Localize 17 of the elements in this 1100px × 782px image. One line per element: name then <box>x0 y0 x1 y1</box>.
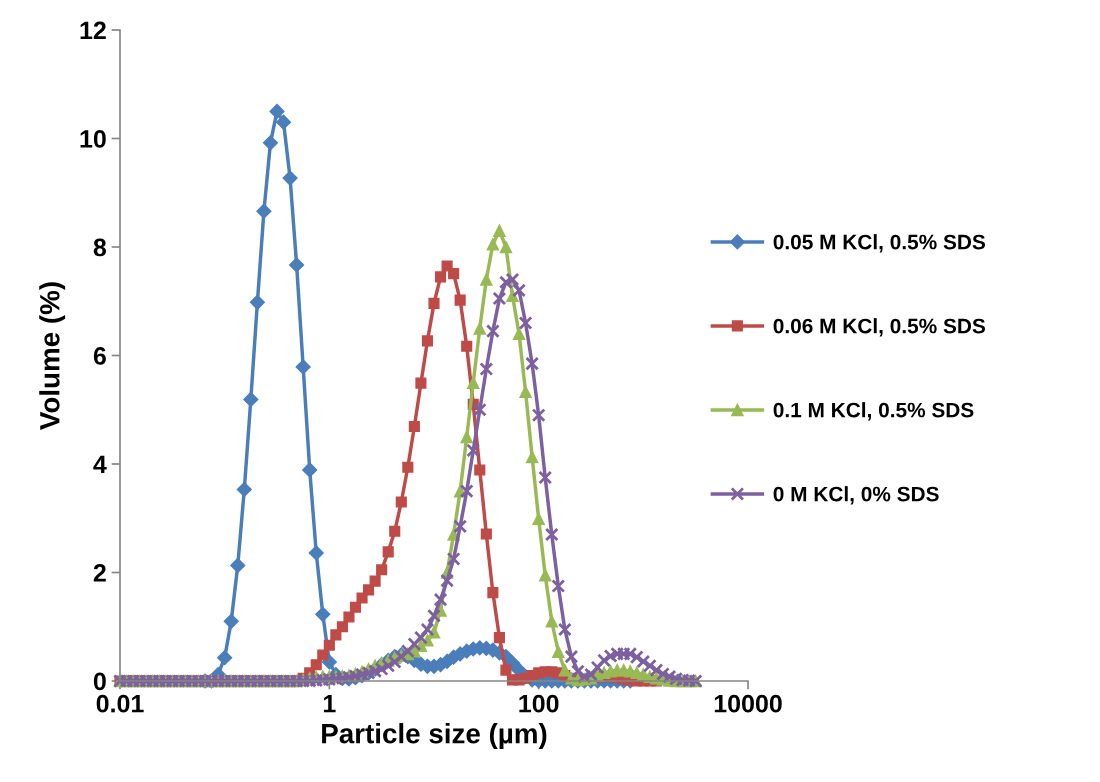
x-tick-label: 100 <box>519 694 559 713</box>
x-tick-label: 1 <box>323 695 336 713</box>
legend-label: 0 M KCl, 0% SDS <box>773 486 939 505</box>
y-tick-label: 10 <box>80 130 106 148</box>
legend-label: 0.06 M KCl, 0.5% SDS <box>773 318 986 337</box>
x-axis-title: Particle size (µm) <box>322 723 547 749</box>
y-tick-label: 8 <box>93 238 107 257</box>
legend-label: 0.05 M KCl, 0.5% SDS <box>773 234 986 253</box>
y-tick-label: 0 <box>93 672 106 691</box>
y-tick-label: 6 <box>93 347 106 365</box>
x-tick-label: 10000 <box>714 694 782 713</box>
y-tick-label: 12 <box>80 21 106 40</box>
y-axis-title: Volume (%) <box>39 282 66 430</box>
y-tick-label: 4 <box>93 455 107 474</box>
y-tick-label: 2 <box>93 564 106 582</box>
legend-label: 0.1 M KCl, 0.5% SDS <box>773 402 974 421</box>
x-tick-label: 0.01 <box>96 694 144 713</box>
